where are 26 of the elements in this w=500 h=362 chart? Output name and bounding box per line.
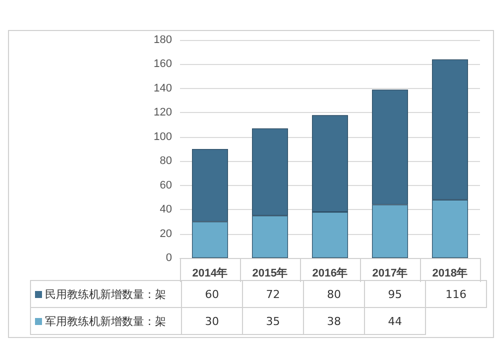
- x-tick-label: 2015年: [252, 266, 288, 280]
- x-tick-label: 2016年: [312, 266, 348, 280]
- data-label: 35: [242, 308, 304, 334]
- x-tick-label: 2014年: [192, 266, 228, 280]
- data-label: 80: [304, 280, 364, 308]
- x-tick-label: 2017年: [372, 266, 408, 280]
- data-label: 95: [364, 280, 426, 308]
- y-tick-label: 80: [160, 155, 172, 168]
- y-tick-label: 160: [154, 58, 172, 70]
- data-label: 38: [304, 308, 364, 334]
- y-tick-label: 180: [154, 34, 172, 46]
- y-tick-label: 60: [160, 179, 172, 192]
- legend-label: 民用教练机新增数量：架: [30, 280, 182, 308]
- data-label: 44: [364, 308, 426, 334]
- y-tick-label: 100: [154, 130, 172, 143]
- legend-label: 军用教练机新增数量：架: [30, 308, 182, 334]
- y-tick-label: 120: [154, 106, 172, 119]
- data-label: 72: [242, 280, 304, 308]
- data-label: 60: [182, 280, 242, 308]
- y-tick-label: 40: [160, 204, 172, 216]
- x-tick-label: 2018年: [432, 266, 468, 280]
- data-label: 116: [426, 280, 486, 308]
- y-tick-label: 20: [160, 228, 172, 240]
- y-tick-label: 0: [166, 252, 172, 264]
- y-tick-label: 140: [154, 82, 172, 94]
- data-label: 30: [182, 308, 242, 334]
